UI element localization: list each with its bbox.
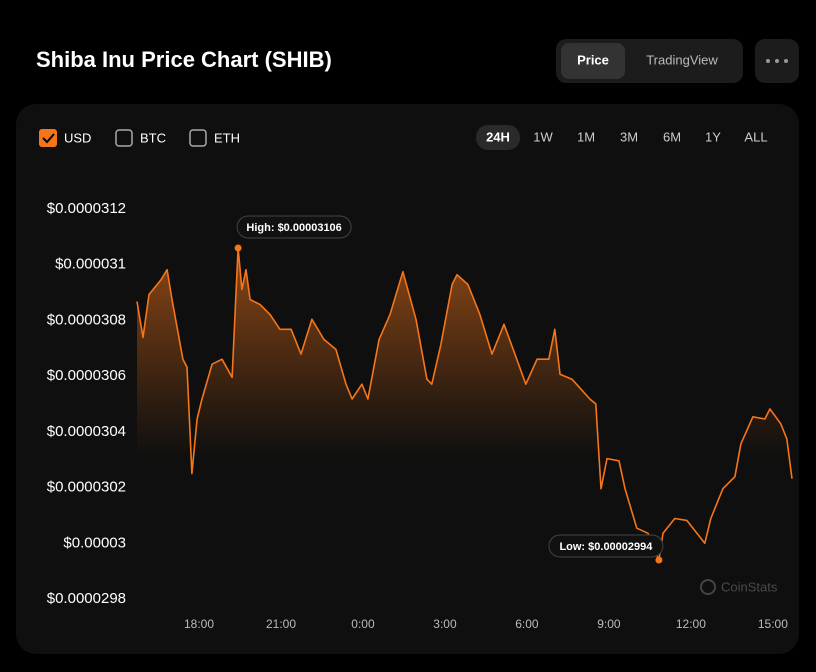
y-tick-label: $0.0000304 [47, 423, 126, 440]
tab-selected[interactable] [561, 43, 625, 79]
page-title: Shiba Inu Price Chart (SHIB) [36, 47, 332, 72]
watermark: CoinStats [721, 579, 778, 594]
range-button[interactable]: 1M [577, 129, 595, 144]
y-tick-label: $0.0000308 [47, 311, 126, 328]
dot [775, 59, 779, 63]
y-tick-label: $0.0000298 [47, 590, 126, 607]
currency-label[interactable]: BTC [140, 130, 166, 145]
annotation-box [236, 215, 352, 239]
annotation-point [234, 244, 242, 252]
range-button[interactable]: 24H [486, 129, 510, 144]
watermark-logo [700, 579, 716, 595]
range-button[interactable]: 1Y [705, 129, 721, 144]
y-tick-label: $0.000031 [55, 256, 126, 273]
dot [784, 59, 788, 63]
range-button[interactable]: 6M [663, 129, 681, 144]
range-button[interactable]: ALL [744, 129, 767, 144]
x-tick-label: 15:00 [758, 617, 788, 631]
checkbox[interactable] [189, 129, 207, 147]
annotation-point [655, 556, 663, 564]
y-tick-label: $0.00003 [63, 534, 126, 551]
tab[interactable]: Price [577, 52, 609, 67]
dot [766, 59, 770, 63]
y-tick-label: $0.0000302 [47, 479, 126, 496]
x-tick-label: 0:00 [351, 617, 375, 631]
range-button[interactable]: 3M [620, 129, 638, 144]
x-tick-label: 6:00 [515, 617, 539, 631]
area-fill [137, 248, 792, 599]
x-tick-label: 12:00 [676, 617, 706, 631]
currency-label[interactable]: ETH [214, 130, 240, 145]
annotation-label: High: $0.00003106 [246, 222, 341, 234]
tab[interactable]: TradingView [646, 52, 718, 67]
x-tick-label: 21:00 [266, 617, 296, 631]
checkbox[interactable] [115, 129, 133, 147]
checkbox-checked[interactable] [39, 129, 57, 147]
x-tick-label: 9:00 [597, 617, 621, 631]
y-tick-label: $0.0000312 [47, 200, 126, 217]
x-tick-label: 3:00 [433, 617, 457, 631]
range-selected[interactable] [476, 125, 520, 150]
price-line [136, 247, 793, 561]
range-button[interactable]: 1W [533, 129, 553, 144]
annotation-label: Low: $0.00002994 [559, 541, 653, 553]
currency-label[interactable]: USD [64, 130, 91, 145]
checkmark [42, 133, 55, 144]
annotation-box [548, 534, 664, 558]
y-tick-label: $0.0000306 [47, 367, 126, 384]
x-tick-label: 18:00 [184, 617, 214, 631]
